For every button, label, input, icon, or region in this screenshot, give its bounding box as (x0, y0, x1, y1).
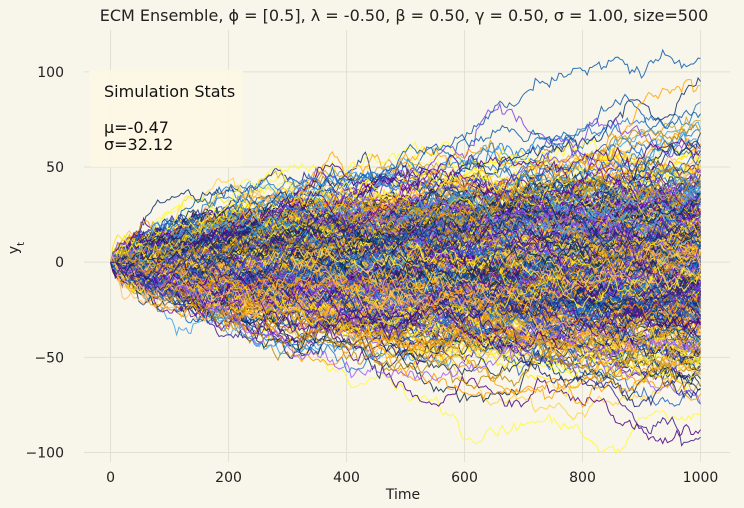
y-tick-label: 50 (46, 160, 64, 176)
series-line (110, 243, 701, 367)
x-tick-label: 1000 (683, 470, 719, 486)
series-line (110, 228, 701, 378)
stats-box-background (89, 70, 243, 167)
series-line (110, 188, 701, 271)
series-line (110, 232, 701, 291)
series-line (110, 243, 701, 309)
series-line (110, 184, 701, 274)
stats-box-title: Simulation Stats (104, 82, 235, 101)
series-line (110, 262, 701, 350)
chart-title: ECM Ensemble, ϕ = [0.5], λ = -0.50, β = … (100, 6, 709, 25)
series-line (110, 142, 701, 265)
x-axis-label: Time (385, 487, 420, 503)
series-line (110, 224, 701, 289)
series-line (110, 228, 701, 291)
series-line (110, 241, 701, 309)
x-tick-label: 400 (333, 470, 360, 486)
y-tick-label: 100 (37, 65, 64, 81)
series-line (110, 209, 701, 287)
y-tick-label: −100 (26, 445, 64, 461)
series-line (110, 247, 701, 309)
y-tick-label: −50 (34, 350, 64, 366)
series-line (110, 261, 701, 330)
x-tick-label: 800 (569, 470, 596, 486)
series-line (110, 227, 701, 336)
series-lines (110, 48, 701, 455)
series-line (110, 167, 701, 290)
stats-std: σ=32.12 (104, 135, 173, 154)
series-line (110, 194, 701, 289)
stats-box: Simulation Stats μ=-0.47 σ=32.12 (89, 70, 243, 167)
x-tick-label: 600 (451, 470, 478, 486)
y-axis-label-subscript: t (16, 242, 27, 246)
stats-mean: μ=-0.47 (104, 118, 169, 137)
y-tick-label: 0 (55, 255, 64, 271)
x-tick-label: 200 (215, 470, 242, 486)
series-line (110, 250, 701, 330)
x-tick-label: 0 (106, 470, 115, 486)
series-line (110, 212, 701, 264)
series-line (110, 78, 701, 293)
axes: 0 200 400 600 800 1000 −100 −50 0 50 100 (26, 65, 719, 486)
series-line (110, 241, 701, 381)
series-line (110, 199, 701, 306)
series-line (110, 214, 701, 319)
